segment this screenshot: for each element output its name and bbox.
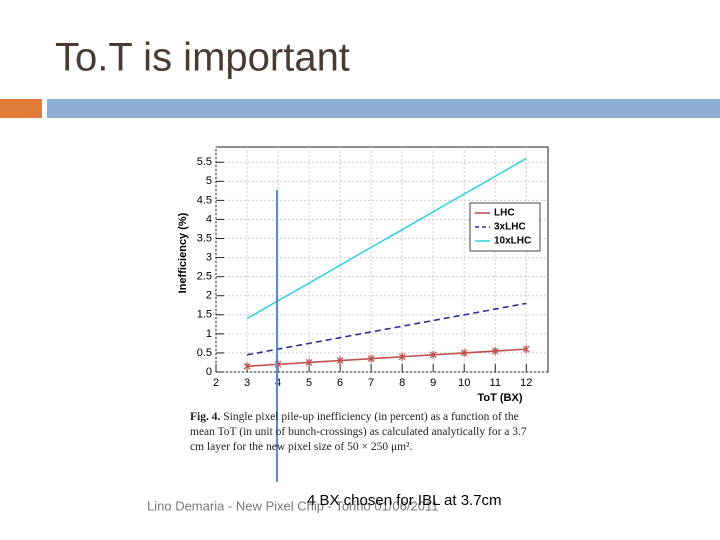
y-tick-label: 3 [206, 251, 212, 263]
marker [305, 358, 313, 367]
x-tick-label: 6 [337, 377, 343, 389]
marker [460, 348, 468, 357]
caption: Fig. 4. Single pixel pile-up inefficienc… [190, 410, 540, 455]
y-tick-label: 3.5 [197, 232, 212, 244]
x-tick-label: 7 [368, 377, 374, 389]
marker [429, 350, 437, 359]
y-tick-label: 2 [206, 290, 212, 302]
x-tick-label: 12 [520, 377, 532, 389]
slide-title: To.T is important [55, 36, 350, 80]
marker [243, 362, 251, 371]
y-tick-label: 5 [206, 175, 212, 187]
x-tick-label: 9 [430, 377, 436, 389]
x-axis-label: ToT (BX) [477, 392, 522, 404]
legend-label: 10xLHC [494, 236, 531, 247]
x-tick-label: 4 [275, 377, 281, 389]
x-tick-label: 10 [458, 377, 470, 389]
y-tick-label: 2.5 [197, 271, 212, 283]
y-tick-label: 1.5 [197, 309, 212, 321]
marker [398, 352, 406, 361]
series-line [246, 348, 527, 368]
series-line [246, 302, 527, 356]
legend-label: LHC [494, 208, 515, 219]
marker [522, 345, 530, 354]
y-axis-label: Inefficiency (%) [177, 212, 189, 293]
marker [491, 347, 499, 356]
header-bar [47, 99, 720, 118]
annotation: 4 BX chosen for IBL at 3.7cm [307, 492, 502, 509]
series-line [246, 157, 527, 320]
marker [336, 356, 344, 365]
y-tick-label: 4 [206, 213, 212, 225]
y-tick-label: 4.5 [197, 194, 212, 206]
y-tick-label: 0 [206, 366, 212, 378]
plot-frame [215, 146, 549, 373]
x-tick-label: 2 [213, 377, 219, 389]
plot: 0 0.5 1 1.5 2 2.5 3 3.5 4 4.5 5 5.5 2 3 4 5 6 7 8 9 10 11 12 LH… [197, 147, 548, 389]
y-tick-label: 1 [206, 328, 212, 340]
x-tick-label: 11 [490, 377, 501, 389]
y-tick-label: 0.5 [197, 347, 212, 359]
accent-bar [0, 99, 42, 118]
caption-label: Fig. 4. [190, 411, 221, 423]
legend-box [469, 202, 541, 252]
y-tick-label: 5.5 [197, 156, 212, 168]
caption-text: Single pixel pile-up inefficiency (in pe… [190, 411, 527, 453]
x-tick-label: 8 [399, 377, 405, 389]
legend-label: 3xLHC [494, 222, 526, 233]
footer: Lino Demaria - New Pixel Chip - Torino 0… [147, 498, 438, 513]
x-tick-label: 5 [306, 377, 312, 389]
x-tick-label: 3 [244, 377, 250, 389]
marker [367, 354, 375, 363]
